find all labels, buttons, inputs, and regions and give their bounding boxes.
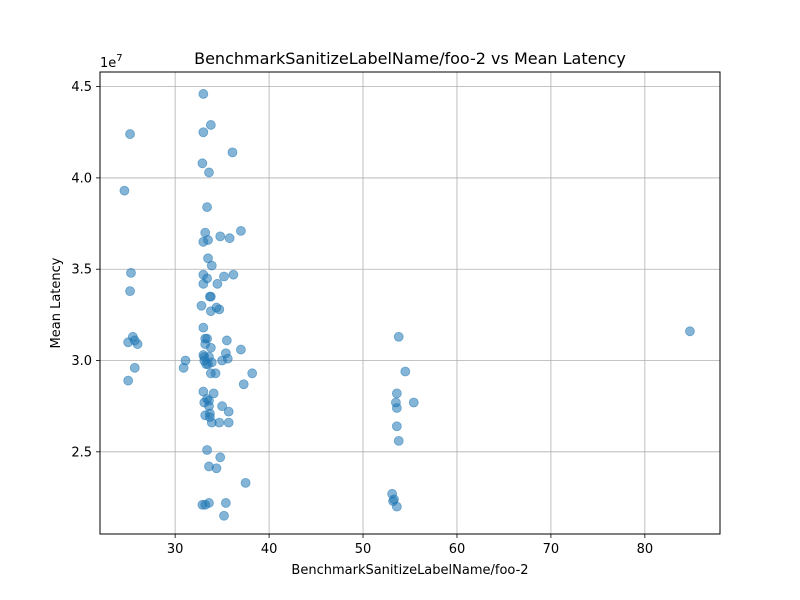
scatter-point (205, 120, 216, 130)
scatter-point (247, 368, 258, 379)
scatter-point (208, 388, 219, 399)
scatter-point (222, 353, 233, 364)
scatter-point (219, 271, 229, 282)
scatter-point (223, 406, 234, 417)
scatter-point (391, 421, 402, 432)
y-tick-label: 4.0 (71, 171, 92, 186)
scatter-point (204, 167, 214, 178)
chart-title: BenchmarkSanitizeLabelName/foo-2 vs Mean… (194, 49, 626, 68)
grid (100, 72, 720, 534)
scatter-point (215, 231, 226, 242)
scatter-point (228, 269, 239, 280)
scatter-point (685, 326, 695, 337)
y-offset-base: 1e (100, 56, 116, 71)
x-tick-label: 60 (449, 542, 466, 557)
scatter-point (200, 499, 211, 510)
scatter-point (217, 401, 228, 412)
y-axis-label: Mean Latency (49, 257, 64, 348)
scatter-point (224, 233, 235, 244)
scatter-point (223, 417, 234, 428)
y-axis: 2.5 3.0 3.5 4.0 4.5 (71, 80, 100, 460)
scatter-point (236, 225, 246, 236)
y-offset-exponent: 7 (116, 53, 122, 64)
scatter-point (205, 291, 216, 302)
scatter-point (198, 89, 209, 99)
scatter-point (212, 278, 223, 289)
scatter-point (202, 445, 212, 455)
y-tick-label: 4.5 (71, 80, 92, 95)
scatter-point (391, 501, 402, 512)
y-tick-label: 3.5 (71, 263, 92, 278)
scatter-point (214, 417, 225, 428)
scatter-point (220, 498, 231, 508)
x-axis-label: BenchmarkSanitizeLabelName/foo-2 (291, 563, 528, 578)
data-points (119, 89, 695, 521)
scatter-point (227, 147, 238, 158)
scatter-point (125, 286, 135, 297)
scatter-point (180, 355, 191, 366)
scatter-point (391, 388, 402, 399)
scatter-point (198, 127, 209, 138)
scatter-point (206, 260, 217, 271)
scatter-point (408, 397, 419, 408)
scatter-point (198, 278, 209, 289)
x-tick-label: 80 (637, 542, 654, 557)
scatter-point (126, 267, 136, 278)
x-tick-label: 70 (543, 542, 560, 557)
scatter-point (205, 306, 216, 317)
scatter-point (125, 129, 135, 139)
scatter-point (198, 322, 209, 333)
x-axis: 30 40 50 60 70 80 (167, 534, 653, 557)
scatter-point (203, 235, 213, 245)
y-tick-label: 3.0 (71, 354, 92, 369)
scatter-point (215, 452, 226, 463)
scatter-point (236, 344, 246, 355)
scatter-point (202, 202, 212, 213)
scatter-point (205, 342, 216, 353)
scatter-point (206, 357, 217, 368)
scatter-point (123, 375, 134, 386)
scatter-point (197, 158, 208, 169)
x-tick-label: 40 (261, 542, 278, 557)
y-offset-text: 1e7 (100, 53, 123, 71)
scatter-point (219, 510, 229, 521)
scatter-point (240, 477, 251, 488)
scatter-point (393, 331, 404, 342)
scatter-point (132, 339, 143, 349)
scatter-point (391, 403, 402, 413)
scatter-point (211, 463, 222, 474)
scatter-point (238, 379, 249, 390)
scatter-point (393, 435, 404, 446)
plot-frame (99, 71, 721, 535)
y-tick-label: 2.5 (71, 445, 92, 460)
scatter-point (214, 304, 225, 315)
scatter-point (119, 185, 130, 196)
scatter-point (205, 368, 216, 379)
x-tick-label: 30 (167, 542, 184, 557)
scatter-point (129, 362, 140, 373)
scatter-point (221, 335, 232, 346)
x-tick-label: 50 (355, 542, 372, 557)
scatter-point (196, 300, 207, 311)
scatter-point (400, 366, 411, 377)
